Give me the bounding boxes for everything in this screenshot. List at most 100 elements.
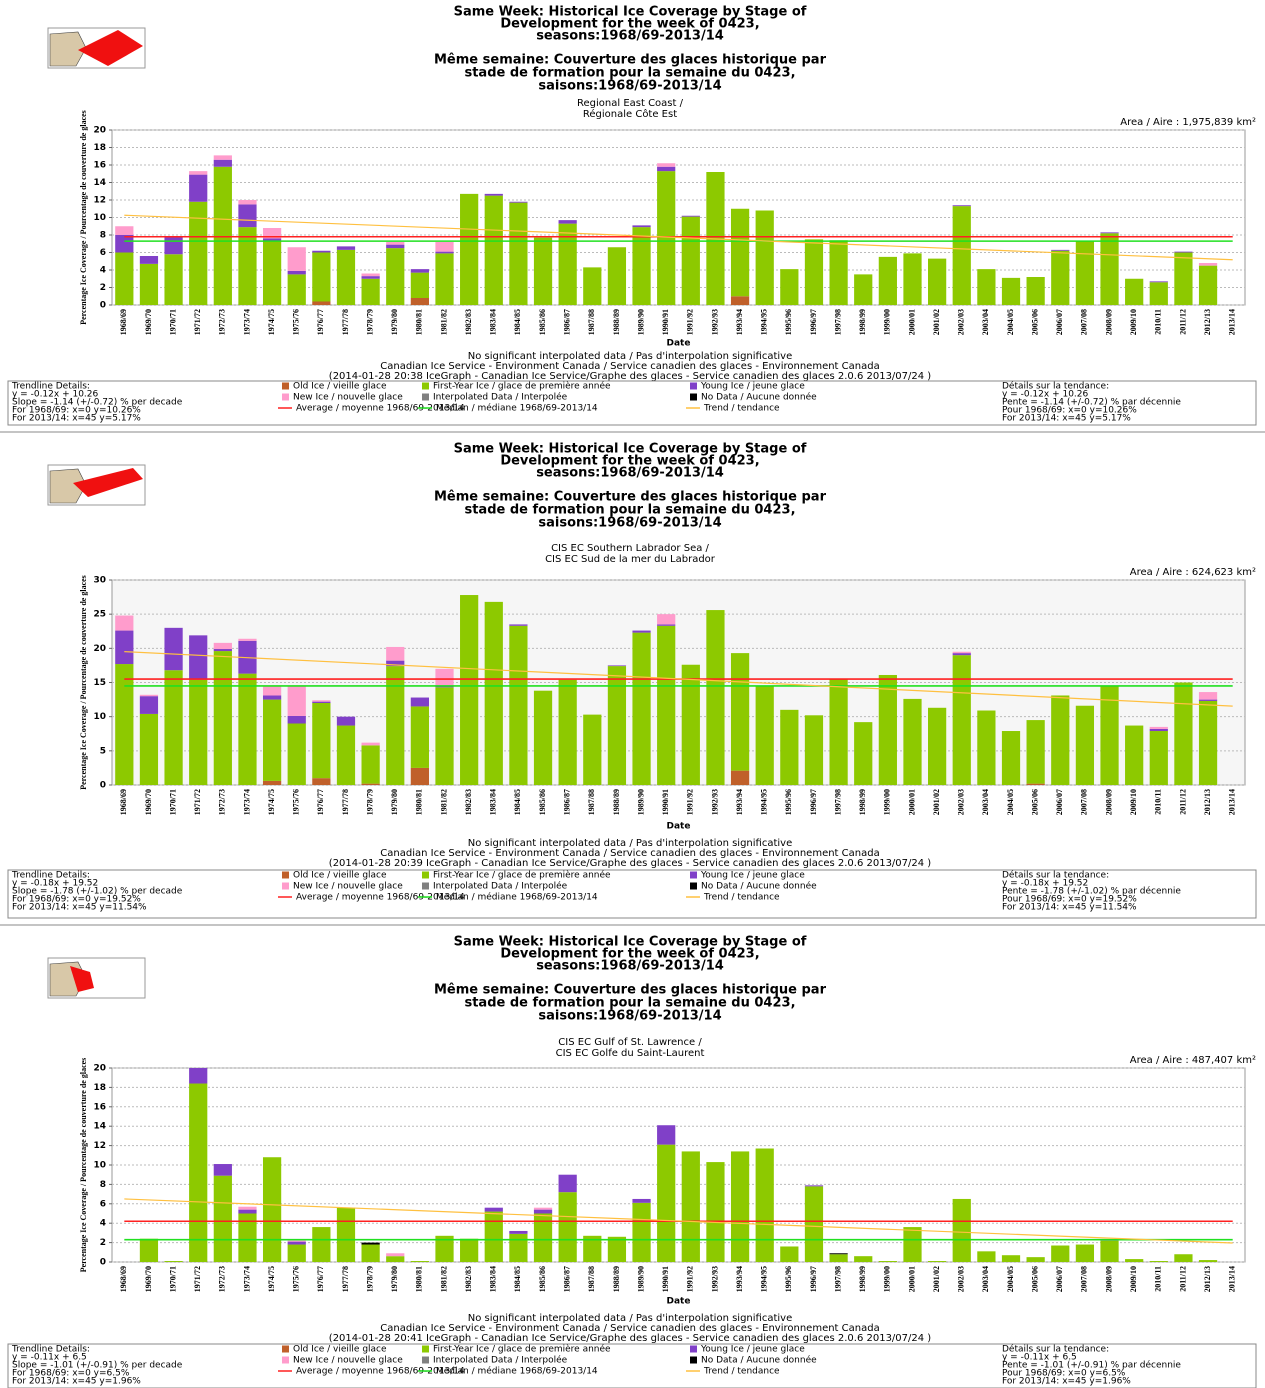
bar-segment [386, 666, 405, 785]
map-icon [47, 464, 146, 506]
x-tick-label: 1976/77 [316, 309, 325, 335]
x-tick-label: 1992/93 [710, 1266, 719, 1292]
bar-segment [287, 723, 306, 785]
bar-segment [854, 274, 873, 305]
chart-title: seasons:1968/69-2013/14 [536, 466, 724, 481]
legend-swatch [422, 382, 429, 390]
trend-details: y = -0.11x + 6.5 [12, 1353, 87, 1363]
x-tick-label: 1976/77 [316, 789, 325, 815]
bar-segment [435, 253, 454, 305]
bar-segment [1198, 1260, 1218, 1262]
chart-title-fr: saisons:1968/69-2013/14 [538, 79, 721, 94]
x-tick-label: 1996/97 [809, 789, 818, 815]
x-tick-label: 1975/76 [292, 1266, 301, 1292]
y-tick-label: 16 [93, 1102, 106, 1112]
x-tick-label: 1988/89 [612, 1266, 621, 1292]
bar-segment [804, 239, 824, 305]
x-tick-label: 2001/02 [932, 1266, 941, 1292]
bar-segment [262, 699, 282, 781]
region-name: CIS EC Southern Labrador Sea / [551, 543, 709, 554]
bar-segment [878, 1261, 897, 1262]
area-label: Area / Aire : 487,407 km² [1130, 1055, 1256, 1066]
bar-segment [632, 1202, 651, 1262]
legend-box [7, 1343, 1257, 1388]
bar-segment [386, 1253, 405, 1257]
bar-segment [730, 296, 750, 305]
bar-segment [1001, 277, 1021, 305]
legend-box [7, 869, 1257, 919]
x-tick-label: 1984/85 [513, 309, 522, 335]
bar-segment [139, 1238, 159, 1262]
x-tick-label: 1969/70 [144, 1266, 153, 1292]
trend-details: For 1968/69: x=0 y=19.52% [12, 895, 141, 905]
x-tick-label: 2004/05 [1006, 789, 1015, 815]
bar-segment [928, 258, 947, 305]
x-tick-label: 1973/74 [242, 789, 251, 815]
bar-segment [287, 1244, 306, 1262]
bar-segment [484, 601, 503, 785]
x-tick-label: 2003/04 [981, 1266, 990, 1292]
x-tick-label: 1984/85 [513, 1266, 522, 1292]
bar-segment [1174, 252, 1193, 305]
trend-details-fr: Détails sur la tendance: [1002, 1344, 1109, 1355]
bar-segment [262, 685, 282, 696]
y-axis-label: Percentage Ice Coverage / Pourcentage de… [79, 1058, 88, 1273]
legend-label: Old Ice / vieille glace [293, 382, 387, 392]
x-tick-label: 2003/04 [981, 309, 990, 335]
bar-segment [361, 745, 380, 784]
bar-segment [533, 1209, 553, 1214]
bar-segment [730, 653, 750, 771]
bar-segment [632, 630, 651, 633]
legend-label: New Ice / nouvelle glace [293, 393, 403, 403]
bar-segment [1051, 695, 1070, 785]
y-tick-label: 8 [100, 231, 106, 241]
bar-segment [410, 298, 429, 305]
bar-segment [804, 715, 824, 785]
bar-segment [657, 1125, 676, 1145]
bar-segment [189, 1083, 208, 1262]
x-tick-label: 1977/78 [341, 309, 350, 335]
x-tick-label: 1984/85 [513, 789, 522, 815]
bar-segment [977, 710, 996, 785]
y-tick-label: 12 [93, 1141, 106, 1151]
chart-title-fr: saisons:1968/69-2013/14 [538, 1009, 721, 1024]
bar-segment [1051, 1245, 1070, 1262]
legend-swatch [422, 1356, 429, 1364]
bar-segment [262, 695, 282, 700]
legend-swatch [690, 382, 697, 390]
chart-title: Development for the week of 0423, [500, 17, 759, 32]
x-tick-label: 2013/14 [1228, 309, 1237, 335]
legend-label: Average / moyenne 1968/69-2013/14 [296, 893, 465, 903]
x-tick-label: 1978/79 [365, 1266, 374, 1292]
trend-details-fr: For 2013/14: x=45 y=1.96% [1002, 1377, 1131, 1387]
x-tick-label: 1989/90 [636, 1266, 645, 1292]
y-tick-label: 14 [93, 1122, 106, 1132]
y-tick-label: 10 [93, 1161, 106, 1171]
x-tick-label: 1986/87 [562, 309, 571, 335]
legend-swatch [422, 1345, 429, 1353]
x-tick-label: 1980/81 [415, 309, 424, 335]
bar-segment [361, 1244, 380, 1262]
legend-label: Median / médiane 1968/69-2013/14 [436, 403, 598, 414]
footer-text: No significant interpolated data / Pas d… [468, 838, 792, 849]
x-tick-label: 2011/12 [1178, 789, 1187, 815]
area-label: Area / Aire : 624,623 km² [1130, 567, 1256, 578]
chart-title-fr: saisons:1968/69-2013/14 [538, 516, 721, 531]
x-tick-label: 1985/86 [538, 309, 547, 335]
bar-segment [1125, 1259, 1144, 1262]
legend-label: Young Ice / jeune glace [700, 382, 805, 392]
bar-segment [878, 674, 897, 785]
trend-details: Slope = -1.01 (+/-0.91) % per decade [12, 1361, 183, 1371]
x-tick-label: 2005/06 [1030, 309, 1039, 335]
bar-segment [657, 171, 676, 305]
bar-segment [730, 1151, 750, 1262]
legend-label: Median / médiane 1968/69-2013/14 [436, 1366, 598, 1377]
bar-segment [829, 1254, 848, 1262]
x-tick-label: 1994/95 [760, 309, 769, 335]
bar-segment [189, 171, 208, 175]
x-tick-label: 2005/06 [1030, 1266, 1039, 1292]
bar-segment [484, 1211, 503, 1262]
bar-segment [533, 237, 553, 305]
x-tick-label: 2003/04 [981, 789, 990, 815]
